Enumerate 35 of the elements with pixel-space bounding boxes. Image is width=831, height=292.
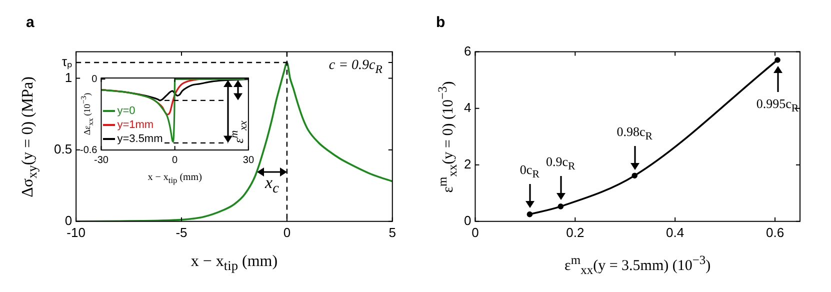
x-tick-label: 30	[242, 154, 254, 166]
y-tick-label: 0.5	[54, 141, 72, 156]
annotation: 0.98c$_{R}$	[616, 124, 652, 142]
chart-title: b	[436, 14, 446, 31]
annotation: 0c$_{R}$	[520, 162, 540, 181]
point	[526, 211, 533, 218]
x-axis-title: x − x$_{tip}$ (mm)	[190, 253, 278, 274]
x-tick-label: -5	[176, 224, 188, 240]
annotation: c = 0.9c$_{R}$	[328, 58, 382, 76]
annotation: 0.995c$_{R}$	[756, 96, 799, 115]
y-tick-label: 6	[464, 43, 472, 58]
point	[558, 204, 564, 210]
y-tick-label: -0.6	[80, 144, 98, 156]
legend-label: y=0	[117, 105, 136, 117]
point	[774, 57, 780, 63]
point	[632, 172, 638, 179]
y-tick-label: 4	[464, 100, 472, 115]
x-tick-label: 0.4	[666, 224, 684, 240]
x-axis-title: x − x$_{tip}$ (mm)	[148, 172, 202, 185]
annotation: x$_{c}$	[265, 173, 279, 198]
y-tick-label: 0	[464, 212, 472, 228]
annotation: 0.9c$_{R}$	[546, 154, 576, 173]
x-tick-label: 0.6	[766, 224, 784, 240]
y-tick-label: τₚ	[62, 54, 72, 70]
chart-title: a	[26, 14, 34, 31]
x-tick-label: 5	[388, 224, 396, 240]
y-tick-label: 1	[64, 70, 72, 85]
x-tick-label: -30	[94, 154, 109, 166]
legend-label: y=1mm	[117, 119, 154, 131]
x-tick-label: 0	[172, 154, 178, 166]
x-tick-label: 0	[283, 224, 291, 240]
legend-label: y=3.5mm	[117, 133, 163, 145]
x-tick-label: 0.2	[566, 224, 584, 240]
y-tick-label: 2	[464, 156, 472, 172]
x-axis-title: ε$^{m}$$_{xx}$(y = 3.5mm) (10$^{−3}$)	[564, 253, 711, 278]
